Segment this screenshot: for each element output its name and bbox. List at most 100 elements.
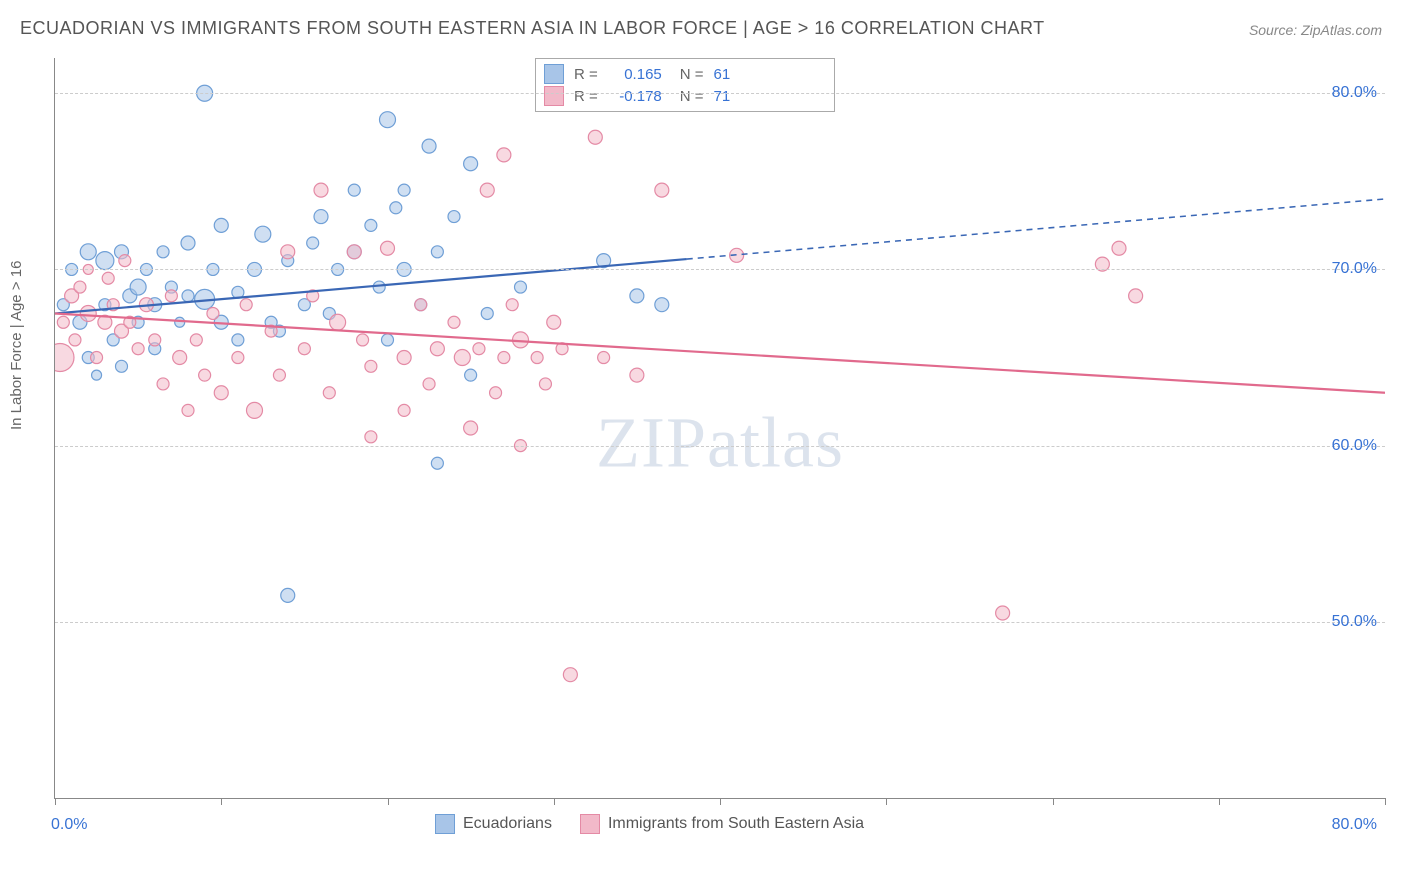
- scatter-point: [454, 350, 470, 366]
- x-tick: [886, 798, 887, 805]
- scatter-point: [448, 211, 460, 223]
- scatter-point: [397, 351, 411, 365]
- r-value: -0.178: [608, 88, 662, 105]
- plot-area: ZIPatlas R =0.165N =61R =-0.178N =71 Ecu…: [54, 58, 1385, 799]
- scatter-point: [173, 351, 187, 365]
- scatter-point: [398, 404, 410, 416]
- scatter-point: [314, 183, 328, 197]
- y-tick-label: 80.0%: [1332, 84, 1377, 102]
- r-value: 0.165: [608, 66, 662, 83]
- scatter-point: [448, 316, 460, 328]
- scatter-point: [1112, 241, 1126, 255]
- y-axis-label: In Labor Force | Age > 16: [8, 261, 25, 430]
- scatter-point: [655, 298, 669, 312]
- chart-title: ECUADORIAN VS IMMIGRANTS FROM SOUTH EAST…: [20, 18, 1045, 39]
- legend-item: Ecuadorians: [435, 814, 552, 834]
- scatter-point: [539, 378, 551, 390]
- scatter-point: [431, 457, 443, 469]
- scatter-point: [57, 316, 69, 328]
- scatter-point: [490, 387, 502, 399]
- scatter-point: [464, 157, 478, 171]
- n-label: N =: [680, 66, 704, 83]
- r-label: R =: [574, 88, 598, 105]
- scatter-point: [357, 334, 369, 346]
- scatter-point: [996, 606, 1010, 620]
- scatter-point: [365, 431, 377, 443]
- scatter-point: [473, 343, 485, 355]
- scatter-point: [214, 386, 228, 400]
- legend-label: Immigrants from South Eastern Asia: [608, 815, 864, 833]
- scatter-point: [531, 352, 543, 364]
- scatter-point: [149, 334, 161, 346]
- scatter-point: [255, 226, 271, 242]
- scatter-point: [240, 299, 252, 311]
- scatter-point: [214, 218, 228, 232]
- legend-swatch: [435, 814, 455, 834]
- scatter-point: [1129, 289, 1143, 303]
- scatter-point: [157, 378, 169, 390]
- scatter-point: [182, 404, 194, 416]
- scatter-point: [431, 246, 443, 258]
- n-value: 61: [714, 66, 731, 83]
- scatter-point: [481, 307, 493, 319]
- scatter-point: [247, 402, 263, 418]
- scatter-point: [157, 246, 169, 258]
- legend-swatch: [544, 64, 564, 84]
- scatter-point: [323, 387, 335, 399]
- correlation-row: R =-0.178N =71: [544, 85, 826, 107]
- scatter-point: [547, 315, 561, 329]
- scatter-point: [92, 370, 102, 380]
- gridline: [55, 622, 1385, 623]
- scatter-point: [330, 314, 346, 330]
- x-tick: [388, 798, 389, 805]
- scatter-point: [380, 112, 396, 128]
- scatter-point: [116, 360, 128, 372]
- scatter-point: [630, 289, 644, 303]
- gridline: [55, 269, 1385, 270]
- x-tick: [1385, 798, 1386, 805]
- legend-swatch: [580, 814, 600, 834]
- scatter-point: [497, 148, 511, 162]
- scatter-point: [347, 245, 361, 259]
- n-value: 71: [714, 88, 731, 105]
- scatter-point: [515, 281, 527, 293]
- scatter-point: [281, 245, 295, 259]
- scatter-point: [119, 255, 131, 267]
- gridline: [55, 93, 1385, 94]
- x-tick: [55, 798, 56, 805]
- series-legend: Ecuadorians Immigrants from South Eastern…: [435, 814, 864, 834]
- scatter-point: [390, 202, 402, 214]
- scatter-point: [190, 334, 202, 346]
- scatter-point: [365, 360, 377, 372]
- scatter-point: [182, 290, 194, 302]
- y-tick-label: 70.0%: [1332, 260, 1377, 278]
- scatter-point: [598, 352, 610, 364]
- x-tick: [1219, 798, 1220, 805]
- scatter-point: [382, 334, 394, 346]
- source-credit: Source: ZipAtlas.com: [1249, 22, 1382, 38]
- correlation-row: R =0.165N =61: [544, 63, 826, 85]
- y-tick-label: 60.0%: [1332, 437, 1377, 455]
- scatter-point: [465, 369, 477, 381]
- legend-swatch: [544, 86, 564, 106]
- scatter-point: [398, 184, 410, 196]
- scatter-point: [348, 184, 360, 196]
- scatter-point: [422, 139, 436, 153]
- scatter-svg: [55, 58, 1385, 798]
- scatter-point: [630, 368, 644, 382]
- scatter-point: [273, 369, 285, 381]
- scatter-point: [588, 130, 602, 144]
- scatter-point: [232, 334, 244, 346]
- correlation-legend: R =0.165N =61R =-0.178N =71: [535, 58, 835, 112]
- scatter-point: [307, 237, 319, 249]
- scatter-point: [373, 281, 385, 293]
- x-tick: [221, 798, 222, 805]
- scatter-point: [102, 272, 114, 284]
- trend-line: [55, 313, 1385, 392]
- scatter-point: [415, 299, 427, 311]
- scatter-point: [281, 588, 295, 602]
- scatter-point: [655, 183, 669, 197]
- scatter-point: [480, 183, 494, 197]
- y-tick-label: 50.0%: [1332, 613, 1377, 631]
- x-tick: [554, 798, 555, 805]
